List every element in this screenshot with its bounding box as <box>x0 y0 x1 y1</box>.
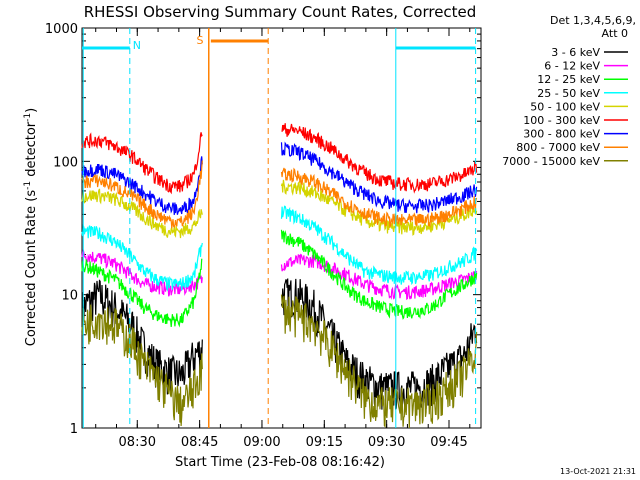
series-line-pre <box>81 132 203 195</box>
series-6 <box>81 141 478 215</box>
series-line-pre <box>81 156 203 215</box>
series-2 <box>81 229 478 328</box>
series-line-post <box>280 167 478 228</box>
series-line-post <box>280 278 478 412</box>
series-line-pre <box>81 258 203 328</box>
series-line-pre <box>81 279 203 396</box>
legend-label-6: 300 - 800 keV <box>523 128 600 141</box>
series-line-post <box>280 294 478 429</box>
saa-label: S <box>197 34 204 47</box>
series-line-pre <box>81 160 203 229</box>
series-line-post <box>280 229 478 320</box>
chart-title: RHESSI Observing Summary Count Rates, Co… <box>84 3 477 21</box>
legend-label-8: 7000 - 15000 keV <box>502 155 600 168</box>
legend-label-4: 50 - 100 keV <box>530 100 600 113</box>
legend-label-1: 6 - 12 keV <box>544 60 600 73</box>
night-label: N <box>133 39 141 52</box>
y-axis-label: Corrected Count Rate (s-1 detector-1) <box>23 108 39 346</box>
legend-label-5: 100 - 300 keV <box>523 114 600 127</box>
series-line-pre <box>81 223 203 292</box>
series-line-post <box>280 141 478 214</box>
x-tick-label: 09:30 <box>368 435 405 450</box>
legend-header-line-2: Att 0 <box>602 27 628 40</box>
series-line-pre <box>81 304 203 427</box>
y-tick-label: 10 <box>61 289 78 304</box>
plot-frame <box>81 27 482 429</box>
y-tick-label: 1 <box>70 422 78 437</box>
x-tick-label: 09:15 <box>306 435 343 450</box>
timestamp: 13-Oct-2021 21:31 <box>560 467 636 476</box>
series-7 <box>81 160 478 229</box>
x-axis-label: Start Time (23-Feb-08 08:16:42) <box>175 455 385 470</box>
series-layer <box>81 123 478 429</box>
legend-label-3: 25 - 50 keV <box>537 87 600 100</box>
x-tick-label: 09:00 <box>243 435 280 450</box>
legend-label-7: 800 - 7000 keV <box>516 141 600 154</box>
series-line-pre <box>81 188 203 239</box>
series-8 <box>81 294 478 429</box>
x-tick-label: 08:45 <box>181 435 218 450</box>
series-5 <box>81 123 478 195</box>
series-line-post <box>280 205 478 286</box>
series-line-post <box>281 123 478 194</box>
y-tick-label: 100 <box>53 155 78 170</box>
y-tick-label: 1000 <box>45 22 78 37</box>
series-3 <box>81 205 478 292</box>
series-4 <box>81 179 478 239</box>
series-line-post <box>280 179 478 236</box>
series-line-post <box>280 253 478 301</box>
series-0 <box>81 278 478 412</box>
x-tick-label: 09:45 <box>430 435 467 450</box>
legend-label-0: 3 - 6 keV <box>551 46 600 59</box>
legend-label-2: 12 - 25 keV <box>537 73 600 86</box>
x-tick-label: 08:30 <box>119 435 156 450</box>
legend-header-line-1: Det 1,3,4,5,6,9, <box>550 14 636 27</box>
